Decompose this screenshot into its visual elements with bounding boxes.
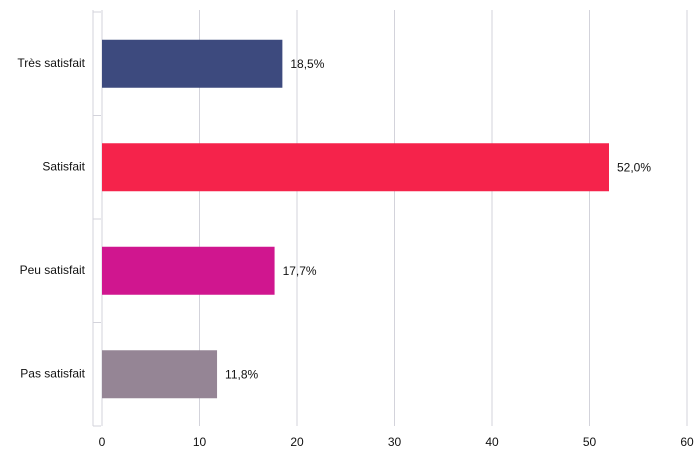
- bar: [102, 143, 609, 192]
- bar: [102, 246, 275, 295]
- x-tick-label: 30: [388, 435, 402, 449]
- y-tick-label: Peu satisfait: [20, 263, 86, 277]
- y-tick-label: Satisfait: [42, 159, 85, 173]
- x-tick-label: 0: [99, 435, 106, 449]
- value-label: 11,8%: [225, 367, 258, 381]
- value-label: 52,0%: [617, 160, 651, 174]
- y-tick-label: Pas satisfait: [20, 366, 85, 380]
- value-label: 18,5%: [290, 57, 324, 71]
- x-tick-label: 50: [583, 435, 597, 449]
- x-tick-label: 10: [193, 435, 207, 449]
- value-label: 17,7%: [283, 264, 317, 278]
- bar: [102, 39, 283, 88]
- bar: [102, 350, 218, 399]
- x-tick-label: 20: [290, 435, 304, 449]
- x-tick-label: 60: [680, 435, 694, 449]
- x-tick-label: 40: [485, 435, 499, 449]
- y-tick-label: Très satisfait: [17, 56, 85, 70]
